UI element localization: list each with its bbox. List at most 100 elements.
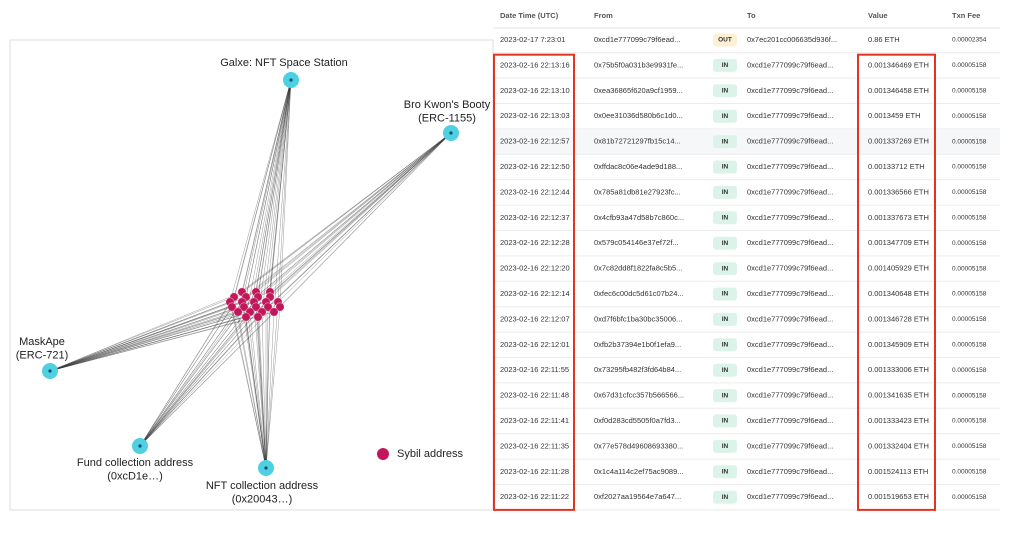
- from-cell: 0x75b5f0a031b3e9931fe...: [594, 60, 683, 69]
- edge: [273, 79, 292, 313]
- node-label: MaskApe: [19, 336, 65, 348]
- to-cell: 0xcd1e777099c79f6ead...: [747, 111, 833, 120]
- value-cell: 0.86 ETH: [868, 35, 900, 44]
- date-cell: 2023-02-16 22:12:07: [500, 314, 570, 323]
- node-center: [138, 444, 142, 448]
- fee-cell: 0.00005158: [952, 215, 987, 222]
- edge: [257, 316, 267, 469]
- direction-badge: [713, 185, 737, 199]
- edge: [261, 311, 267, 469]
- fee-cell: 0.00005158: [952, 113, 987, 120]
- date-cell: 2023-02-17 7:23:01: [500, 35, 565, 44]
- direction-badge: [713, 58, 737, 72]
- fee-cell: 0.00005158: [952, 189, 987, 196]
- edge: [261, 79, 292, 313]
- date-cell: 2023-02-16 22:13:03: [500, 111, 570, 120]
- to-cell: 0xcd1e777099c79f6ead...: [747, 314, 833, 323]
- value-cell: 0.001524113 ETH: [868, 467, 928, 476]
- edge: [139, 311, 275, 447]
- date-cell: 2023-02-16 22:12:57: [500, 137, 570, 146]
- date-cell: 2023-02-16 22:12:01: [500, 340, 570, 349]
- highlight-box: [857, 53, 936, 511]
- edge: [49, 311, 251, 372]
- fee-cell: 0.00005158: [952, 240, 987, 247]
- edge: [229, 79, 292, 303]
- value-cell: 0.0013459 ETH: [868, 111, 921, 120]
- node-center: [48, 369, 52, 373]
- edge: [253, 132, 452, 303]
- date-cell: 2023-02-16 22:12:28: [500, 238, 570, 247]
- edge: [237, 132, 452, 313]
- direction-badge: [713, 109, 737, 123]
- direction-badge: [713, 135, 737, 149]
- value-cell: 0.001333423 ETH: [868, 416, 929, 425]
- edge: [265, 306, 281, 469]
- to-cell: 0xcd1e777099c79f6ead...: [747, 213, 833, 222]
- from-cell: 0xfb2b37394e1b0f1efa9...: [594, 340, 681, 349]
- direction-cell: IN: [722, 342, 729, 349]
- fee-cell: 0.00005158: [952, 88, 987, 95]
- edge: [49, 296, 247, 372]
- direction-cell: IN: [722, 113, 729, 120]
- direction-badge: [713, 338, 737, 352]
- edge: [257, 79, 292, 318]
- to-cell: 0xcd1e777099c79f6ead...: [747, 238, 833, 247]
- node-label: NFT collection address: [206, 480, 319, 492]
- to-cell: 0xcd1e777099c79f6ead...: [747, 416, 833, 425]
- from-cell: 0x4cfb93a47d58b7c860c...: [594, 213, 684, 222]
- edge: [253, 79, 292, 303]
- node-center: [449, 131, 453, 135]
- edge: [265, 301, 279, 469]
- edge: [241, 79, 292, 303]
- edge: [257, 296, 267, 469]
- edge: [257, 132, 452, 298]
- direction-cell: IN: [722, 392, 729, 399]
- from-cell: 0x7c82dd8f1822fa8c5b5...: [594, 264, 682, 273]
- fee-cell: 0.00005158: [952, 469, 987, 476]
- to-cell: 0xcd1e777099c79f6ead...: [747, 187, 833, 196]
- edge: [233, 132, 452, 298]
- from-cell: 0x73295fb482f3fd64b84...: [594, 365, 681, 374]
- from-cell: 0xf2027aa19564e7a647...: [594, 492, 681, 501]
- node-label: (0xcD1e…): [107, 470, 163, 482]
- value-cell: 0.00133712 ETH: [868, 162, 925, 171]
- edge: [279, 79, 292, 308]
- value-cell: 0.001337673 ETH: [868, 213, 929, 222]
- to-cell: 0xcd1e777099c79f6ead...: [747, 289, 833, 298]
- date-cell: 2023-02-16 22:12:20: [500, 264, 570, 273]
- fee-cell: 0.00005158: [952, 291, 987, 298]
- to-cell: 0xcd1e777099c79f6ead...: [747, 441, 833, 450]
- direction-badge: [713, 439, 737, 453]
- from-cell: 0xffdac8c06e4ade9d188...: [594, 162, 682, 171]
- date-cell: 2023-02-16 22:11:41: [500, 416, 569, 425]
- direction-badge: [713, 465, 737, 479]
- direction-cell: IN: [722, 494, 729, 501]
- date-cell: 2023-02-16 22:12:37: [500, 213, 570, 222]
- edge: [255, 79, 292, 308]
- value-cell: 0.001332404 ETH: [868, 441, 929, 450]
- direction-badge: [713, 490, 737, 504]
- date-cell: 2023-02-16 22:12:50: [500, 162, 570, 171]
- edge: [49, 296, 235, 372]
- edge: [265, 311, 275, 469]
- fee-cell: 0.00005158: [952, 367, 987, 374]
- column-header: Value: [868, 11, 888, 20]
- edge: [139, 301, 267, 447]
- fee-cell: 0.00005158: [952, 418, 987, 425]
- to-cell: 0xcd1e777099c79f6ead...: [747, 264, 833, 273]
- direction-badge: [713, 236, 737, 250]
- edge: [231, 79, 292, 308]
- sybil-node: [253, 312, 263, 322]
- node-label: (0x20043…): [232, 493, 293, 505]
- edge: [49, 301, 243, 372]
- edge: [265, 132, 452, 303]
- fee-cell: 0.00005158: [952, 443, 987, 450]
- edge: [245, 316, 267, 469]
- direction-cell: IN: [722, 138, 729, 145]
- direction-cell: IN: [722, 418, 729, 425]
- fee-cell: 0.00005158: [952, 164, 987, 171]
- value-cell: 0.001346458 ETH: [868, 86, 929, 95]
- node-center: [264, 466, 268, 470]
- edge: [231, 306, 267, 469]
